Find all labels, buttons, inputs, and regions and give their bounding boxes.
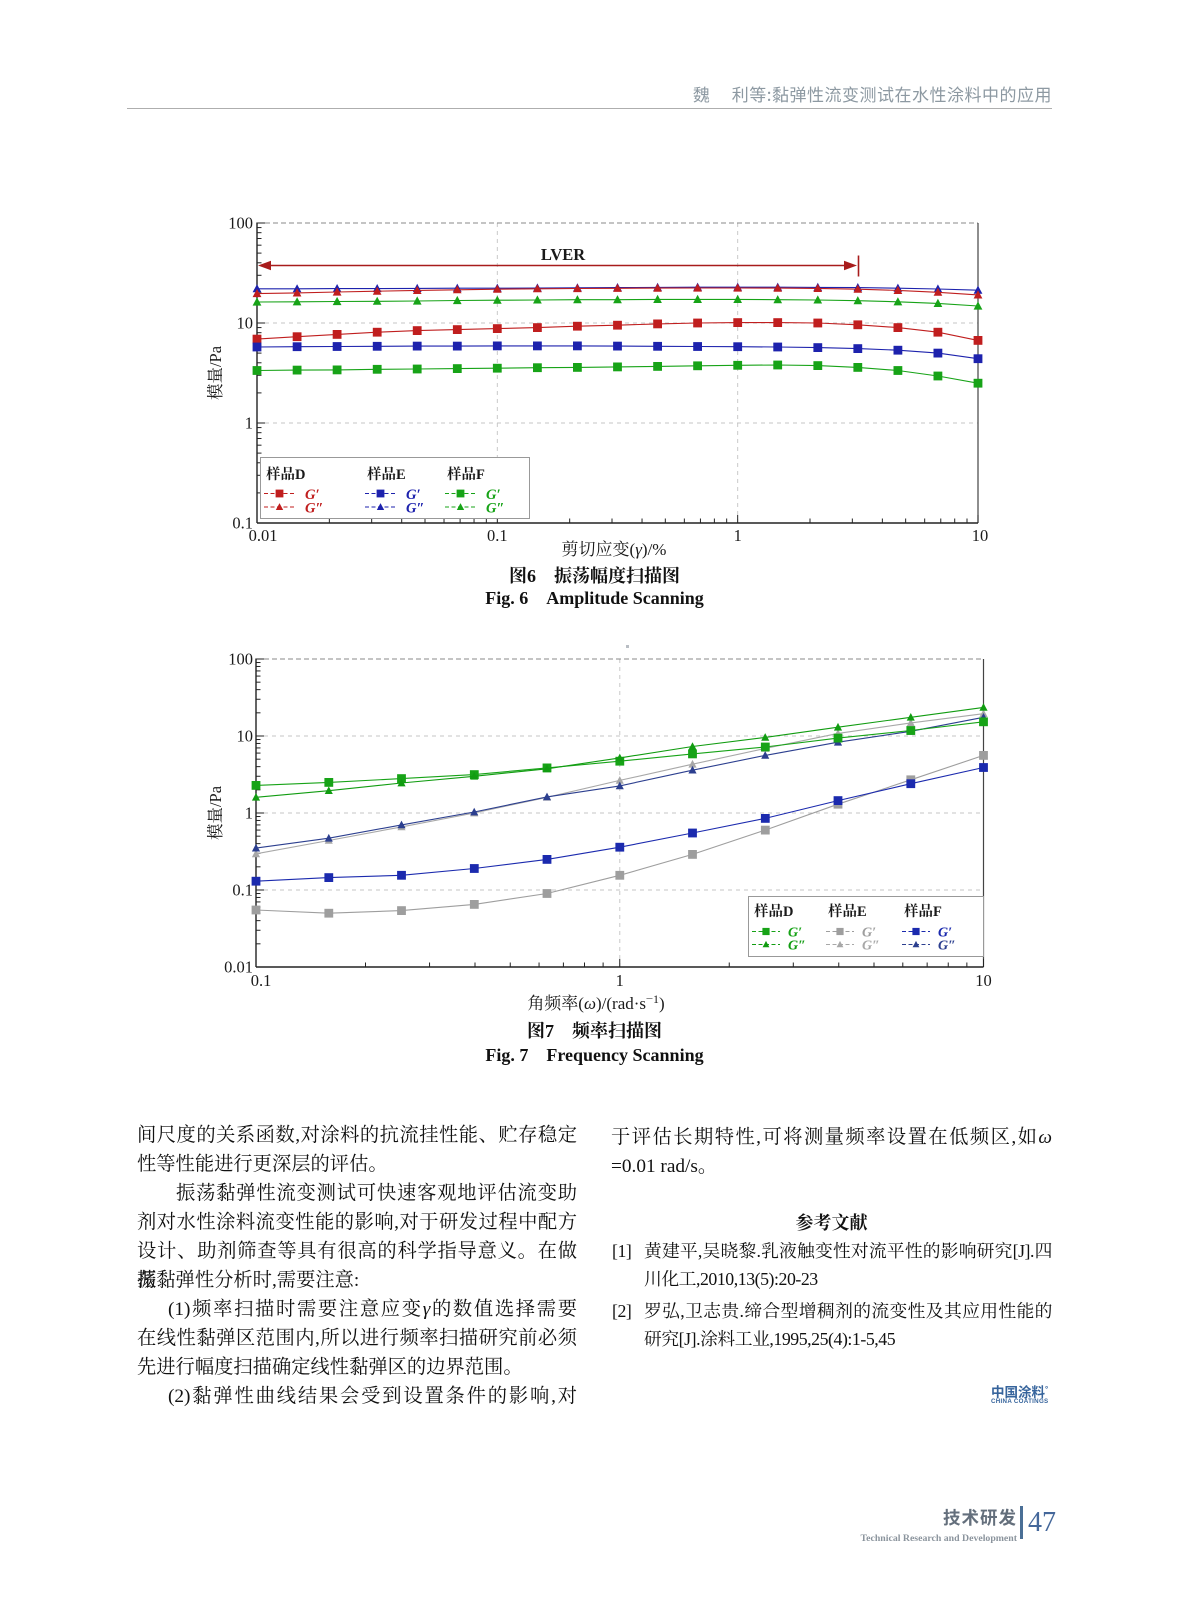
svg-text:1: 1 [245, 800, 253, 824]
svg-text:1: 1 [734, 522, 742, 546]
svg-text:G′: G′ [406, 483, 421, 504]
svg-text:G′: G′ [486, 483, 501, 504]
svg-text:G′: G′ [305, 483, 320, 504]
svg-text:样品E: 样品E [367, 463, 406, 484]
svg-text:0.1: 0.1 [232, 510, 253, 534]
svg-text:样品F: 样品F [904, 900, 942, 921]
svg-text:G″: G″ [486, 497, 504, 518]
svg-text:10: 10 [237, 310, 254, 334]
svg-text:G′: G′ [862, 922, 876, 942]
svg-text:G″: G″ [862, 935, 880, 955]
svg-text:G″: G″ [305, 497, 323, 518]
svg-text:0.1: 0.1 [487, 522, 508, 546]
svg-text:模量/Pa: 模量/Pa [202, 345, 226, 400]
svg-text:G″: G″ [406, 497, 424, 518]
svg-text:10: 10 [972, 522, 989, 546]
svg-text:10: 10 [237, 723, 254, 747]
svg-text:0.01: 0.01 [224, 954, 253, 978]
svg-text:100: 100 [228, 646, 253, 670]
svg-text:1: 1 [245, 410, 253, 434]
svg-text:0.1: 0.1 [232, 877, 253, 901]
svg-text:LVER: LVER [541, 241, 586, 265]
svg-text:1: 1 [616, 967, 624, 991]
svg-text:G″: G″ [938, 935, 956, 955]
svg-text:样品F: 样品F [447, 463, 485, 484]
svg-text:100: 100 [228, 210, 253, 234]
svg-text:G′: G′ [938, 922, 952, 942]
svg-text:模量/Pa: 模量/Pa [202, 785, 226, 840]
svg-text:0.1: 0.1 [251, 967, 272, 991]
svg-text:角频率(ω)/(rad·s−1): 角频率(ω)/(rad·s−1) [527, 989, 664, 1014]
svg-text:0.01: 0.01 [249, 522, 278, 546]
svg-text:样品E: 样品E [828, 900, 867, 921]
svg-text:样品D: 样品D [754, 900, 793, 921]
svg-text:样品D: 样品D [266, 463, 305, 484]
svg-text:10: 10 [975, 967, 992, 991]
svg-text:剪切应变(γ)/%: 剪切应变(γ)/% [562, 535, 667, 560]
svg-text:G′: G′ [788, 922, 802, 942]
svg-text:G″: G″ [788, 935, 806, 955]
